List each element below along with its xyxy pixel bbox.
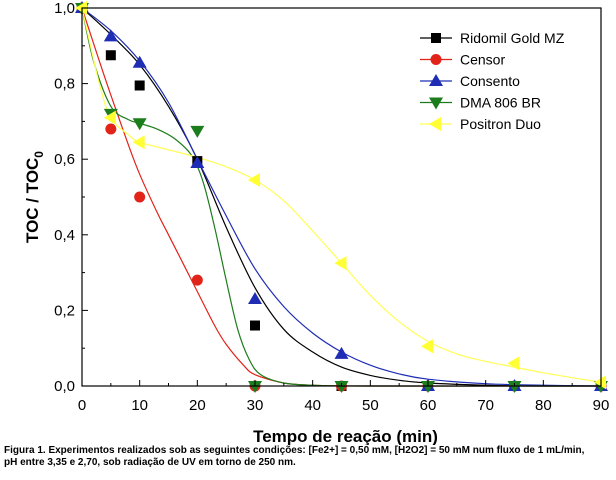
legend-marker-2	[430, 54, 442, 65]
y-tick-label: 0,2	[54, 302, 75, 319]
x-tick-label: 0	[78, 397, 86, 414]
data-point-s5-5	[334, 256, 347, 271]
data-point-s1-3	[134, 80, 145, 91]
data-point-s2-2	[105, 123, 117, 135]
x-tick-label: 10	[131, 397, 148, 414]
x-tick-label: 60	[420, 397, 437, 414]
fit-curve-2	[81, 7, 602, 387]
x-axis-title: Tempo de reação (min)	[253, 427, 438, 445]
chart-svg: 0 10 20 30 40 50 60 70 80 90 0,0 0,2 0,4 0,6 0,8 1,0 Tem…	[23, 0, 610, 446]
caption-line-1: Figura 1. Experimentos realizados sob as…	[4, 445, 585, 456]
figure-caption: Figura 1. Experimentos realizados sob as…	[4, 445, 612, 469]
data-point-s2-3	[134, 191, 146, 203]
x-tick-label: 90	[593, 397, 610, 414]
legend-marker-4	[429, 97, 443, 110]
legend-label-1: Ridomil Gold MZ	[460, 30, 565, 46]
legend-label-4: DMA 806 BR	[460, 95, 541, 111]
data-point-s5-6	[421, 339, 433, 354]
fit-curves	[81, 7, 602, 387]
data-point-s3-2	[103, 29, 118, 42]
caption-line-2: pH entre 3,35 e 2,70, sob radiação de UV…	[4, 457, 296, 468]
data-point-s3-6	[334, 346, 349, 359]
data-point-s5-2	[103, 110, 116, 125]
y-tick-label: 0,4	[54, 227, 75, 244]
data-point-s5-1	[75, 1, 87, 15]
data-point-s4-3	[132, 118, 147, 131]
fit-curve-5	[81, 7, 602, 383]
y-axis-title: TOC / TOC0	[23, 151, 46, 243]
data-point-s4-5	[248, 381, 262, 393]
plot-frame	[81, 7, 602, 387]
fit-curve-4	[81, 7, 602, 387]
data-markers	[75, 1, 608, 393]
data-point-s1-2	[105, 50, 116, 61]
data-point-s3-5	[248, 292, 262, 305]
data-point-s2-4	[191, 274, 203, 286]
fit-curve-3	[81, 7, 602, 387]
data-point-s5-7	[507, 356, 520, 371]
x-tick-label: 80	[535, 397, 552, 414]
legend-label-2: Censor	[460, 52, 505, 68]
x-tick-label: 50	[362, 397, 379, 414]
axes: 0 10 20 30 40 50 60 70 80 90 0,0 0,2 0,4 0,6 0,8 1,0 Tem…	[23, 0, 610, 446]
x-tick-label: 20	[189, 397, 206, 414]
y-axis-title-main: TOC / TOC	[23, 158, 42, 243]
data-point-s5-8	[594, 375, 606, 390]
fit-curve-1	[81, 7, 602, 387]
x-tick-label: 30	[247, 397, 264, 414]
x-tick-label: 70	[477, 397, 494, 414]
legend-marker-1	[431, 33, 441, 43]
data-point-s3-3	[132, 55, 147, 68]
legend-label-3: Consento	[460, 73, 520, 89]
y-tick-label: 1,0	[54, 0, 75, 17]
legend-label-5: Positron Duo	[460, 116, 541, 132]
x-tick-label: 40	[304, 397, 321, 414]
data-point-s4-6	[334, 381, 349, 393]
data-point-s4-4	[190, 125, 205, 138]
data-point-s5-4	[248, 172, 260, 187]
legend-marker-5	[429, 117, 441, 131]
data-point-s4-7	[421, 381, 435, 393]
legend-marker-3	[429, 74, 443, 86]
data-point-s3-4	[190, 155, 205, 168]
legend: Ridomil Gold MZ Censor Consento DMA 806 BR P…	[420, 30, 565, 132]
y-tick-label: 0,8	[54, 76, 75, 93]
y-tick-label: 0,6	[54, 151, 75, 168]
data-point-s5-3	[132, 135, 145, 150]
y-axis-title-subscript: 0	[32, 151, 46, 158]
y-tick-label: 0,0	[54, 378, 75, 395]
data-point-s1-5	[250, 320, 260, 331]
data-point-s4-8	[507, 381, 522, 393]
